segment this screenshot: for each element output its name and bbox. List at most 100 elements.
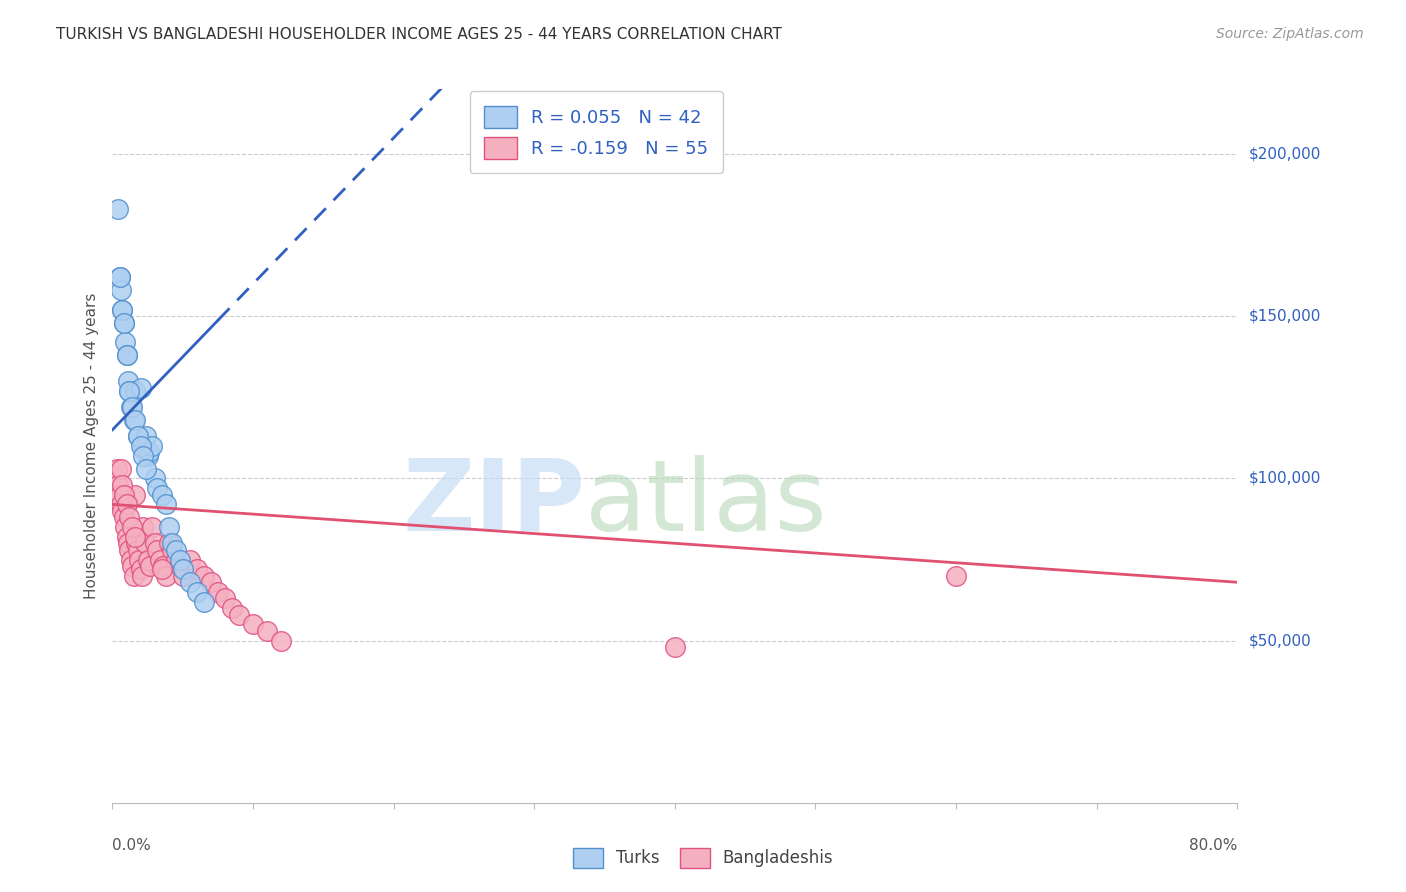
Point — [138, 445, 160, 459]
Point — [124, 488, 146, 502]
Point — [132, 449, 155, 463]
Text: $150,000: $150,000 — [1249, 309, 1320, 324]
Text: Source: ZipAtlas.com: Source: ZipAtlas.com — [1216, 27, 1364, 41]
Point — [169, 559, 191, 574]
Point — [111, 302, 134, 317]
Point — [143, 471, 166, 485]
Point — [118, 384, 141, 398]
Point — [111, 504, 134, 518]
Point — [135, 429, 157, 443]
Point — [157, 536, 180, 550]
Point — [114, 335, 136, 350]
Point — [228, 607, 250, 622]
Point — [150, 562, 173, 576]
Point — [169, 552, 191, 566]
Text: $100,000: $100,000 — [1249, 471, 1320, 486]
Point — [146, 481, 169, 495]
Point — [152, 559, 174, 574]
Point — [136, 552, 159, 566]
Point — [132, 442, 155, 457]
Point — [121, 400, 143, 414]
Legend: R = 0.055   N = 42, R = -0.159   N = 55: R = 0.055 N = 42, R = -0.159 N = 55 — [470, 91, 723, 173]
Point — [112, 488, 135, 502]
Point — [124, 413, 146, 427]
Point — [129, 562, 152, 576]
Text: $50,000: $50,000 — [1249, 633, 1312, 648]
Point — [135, 461, 157, 475]
Point — [120, 400, 142, 414]
Point — [945, 568, 967, 582]
Point — [118, 542, 141, 557]
Text: $200,000: $200,000 — [1249, 146, 1320, 161]
Point — [179, 552, 201, 566]
Point — [105, 461, 128, 475]
Point — [134, 536, 156, 550]
Point — [179, 575, 201, 590]
Point — [111, 478, 134, 492]
Point — [160, 542, 183, 557]
Text: 80.0%: 80.0% — [1189, 838, 1237, 854]
Text: atlas: atlas — [585, 455, 827, 551]
Point — [121, 520, 143, 534]
Point — [155, 497, 177, 511]
Point — [108, 270, 131, 285]
Point — [155, 568, 177, 582]
Point — [200, 575, 222, 590]
Point — [242, 617, 264, 632]
Point — [108, 270, 131, 285]
Point — [132, 520, 155, 534]
Point — [150, 488, 173, 502]
Point — [107, 202, 129, 217]
Point — [112, 510, 135, 524]
Point — [157, 520, 180, 534]
Point — [141, 520, 163, 534]
Point — [112, 316, 135, 330]
Point — [121, 559, 143, 574]
Point — [207, 585, 229, 599]
Point — [270, 633, 292, 648]
Point — [141, 439, 163, 453]
Point — [129, 381, 152, 395]
Point — [115, 497, 138, 511]
Point — [118, 510, 141, 524]
Point — [165, 552, 187, 566]
Point — [193, 568, 215, 582]
Point — [160, 536, 183, 550]
Text: TURKISH VS BANGLADESHI HOUSEHOLDER INCOME AGES 25 - 44 YEARS CORRELATION CHART: TURKISH VS BANGLADESHI HOUSEHOLDER INCOM… — [56, 27, 782, 42]
Point — [186, 585, 208, 599]
Point — [128, 552, 150, 566]
Point — [117, 374, 139, 388]
Point — [214, 591, 236, 606]
Point — [118, 384, 141, 398]
Point — [125, 536, 148, 550]
Point — [149, 552, 172, 566]
Point — [139, 559, 162, 574]
Point — [172, 568, 194, 582]
Point — [143, 536, 166, 550]
Point — [108, 488, 131, 502]
Point — [112, 316, 135, 330]
Point — [122, 568, 145, 582]
Point — [115, 348, 138, 362]
Y-axis label: Householder Income Ages 25 - 44 years: Householder Income Ages 25 - 44 years — [83, 293, 98, 599]
Text: ZIP: ZIP — [402, 455, 585, 551]
Point — [256, 624, 278, 638]
Point — [117, 536, 139, 550]
Text: 0.0%: 0.0% — [112, 838, 152, 854]
Point — [110, 283, 132, 297]
Point — [221, 601, 243, 615]
Point — [165, 542, 187, 557]
Point — [120, 552, 142, 566]
Point — [193, 595, 215, 609]
Point — [111, 302, 134, 317]
Point — [172, 562, 194, 576]
Point — [124, 530, 146, 544]
Point — [114, 520, 136, 534]
Point — [136, 449, 159, 463]
Point — [115, 348, 138, 362]
Point — [127, 429, 149, 443]
Point — [110, 497, 132, 511]
Point — [129, 439, 152, 453]
Point — [124, 384, 146, 398]
Point — [115, 530, 138, 544]
